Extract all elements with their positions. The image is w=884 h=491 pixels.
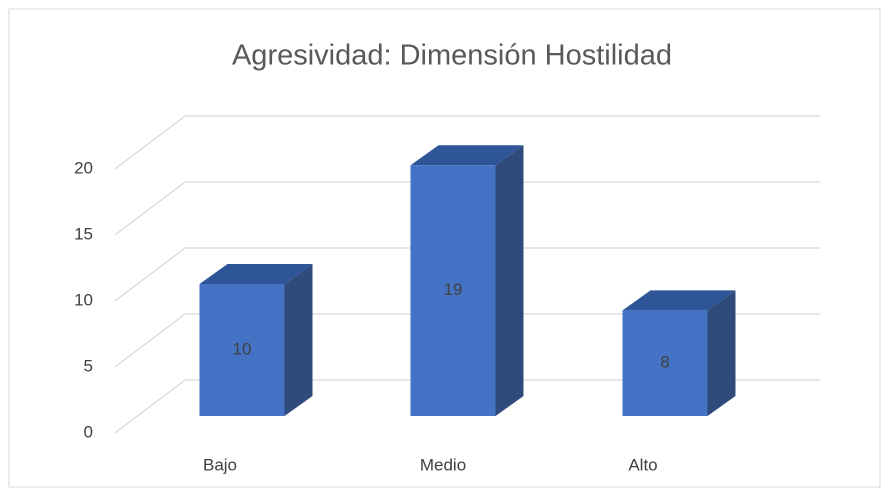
value-label: 10 (233, 339, 252, 358)
x-tick-label: Alto (628, 455, 657, 474)
bar (410, 145, 524, 416)
value-label: 19 (444, 280, 463, 299)
grid-line (114, 181, 820, 236)
y-tick-label: 15 (74, 224, 93, 243)
grid-line (114, 379, 820, 434)
bar-front (410, 165, 496, 416)
chart-title: Agresividad: Dimensión Hostilidad (232, 40, 672, 72)
bar (199, 264, 313, 416)
bar-front (199, 284, 285, 416)
bar-side (707, 290, 736, 416)
grid-line (114, 115, 820, 170)
bar-top (410, 145, 524, 166)
grid-line (114, 313, 820, 368)
bar-front (622, 310, 708, 416)
bar-top (199, 264, 313, 284)
x-tick-label: Bajo (203, 455, 237, 474)
bar-top (622, 290, 736, 311)
y-tick-label: 5 (84, 356, 93, 375)
x-tick-label: Medio (420, 455, 466, 474)
y-tick-label: 0 (84, 422, 93, 441)
y-tick-label: 10 (74, 290, 93, 309)
y-tick-label: 20 (74, 158, 93, 177)
bar (622, 290, 736, 416)
value-label: 8 (660, 353, 669, 372)
bar-side (284, 264, 313, 416)
grid-line (114, 247, 820, 302)
bar-side (495, 145, 524, 416)
